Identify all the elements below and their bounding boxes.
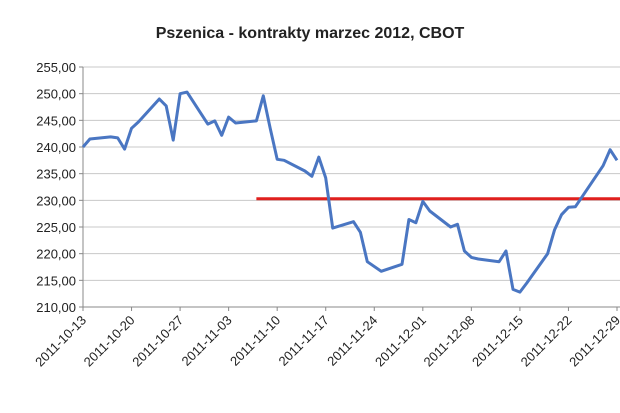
x-tick-label: 2011-12-22 bbox=[518, 313, 575, 370]
y-tick-label: 210,00 bbox=[36, 300, 76, 315]
y-tick-label: 240,00 bbox=[36, 140, 76, 155]
x-tick-label: 2011-12-08 bbox=[421, 313, 478, 370]
x-tick-label: 2011-12-15 bbox=[469, 313, 526, 370]
x-tick-label: 2011-10-20 bbox=[81, 313, 138, 370]
y-tick-label: 225,00 bbox=[36, 220, 76, 235]
x-tick-label: 2011-11-24 bbox=[324, 313, 380, 369]
x-tick-label: 2011-10-27 bbox=[129, 313, 186, 370]
x-tick-label: 2011-12-01 bbox=[372, 313, 429, 370]
x-tick-label: 2011-12-29 bbox=[566, 313, 620, 370]
y-tick-label: 220,00 bbox=[36, 247, 76, 262]
y-tick-label: 255,00 bbox=[36, 60, 76, 75]
y-tick-label: 230,00 bbox=[36, 193, 76, 208]
x-tick-label: 2011-11-10 bbox=[227, 313, 283, 369]
x-tick-label: 2011-11-17 bbox=[276, 313, 332, 369]
x-tick-label: 2011-10-13 bbox=[32, 313, 89, 370]
y-tick-label: 215,00 bbox=[36, 273, 76, 288]
y-tick-label: 235,00 bbox=[36, 167, 76, 182]
y-tick-label: 250,00 bbox=[36, 87, 76, 102]
data-line bbox=[81, 90, 619, 294]
x-tick-label: 2011-11-03 bbox=[178, 313, 234, 369]
chart-title: Pszenica - kontrakty marzec 2012, CBOT bbox=[156, 25, 465, 42]
y-tick-label: 245,00 bbox=[36, 113, 76, 128]
